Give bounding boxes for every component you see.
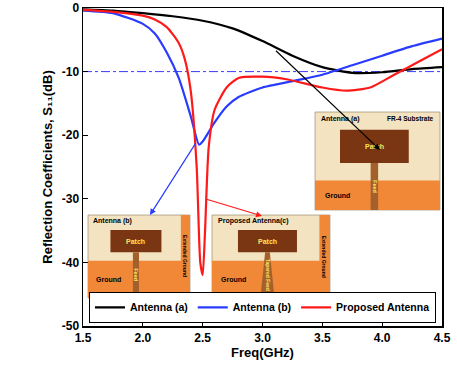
svg-text:Ground: Ground xyxy=(96,276,121,283)
svg-text:Feed: Feed xyxy=(372,180,378,193)
svg-text:Ground: Ground xyxy=(221,276,246,283)
svg-text:Tapered Feed: Tapered Feed xyxy=(265,259,271,291)
svg-text:-40: -40 xyxy=(62,256,80,270)
svg-text:0: 0 xyxy=(72,1,79,15)
svg-text:Antenna (b): Antenna (b) xyxy=(233,301,291,313)
svg-text:Patch: Patch xyxy=(126,238,145,245)
svg-text:Reflection Coefficients, S₁₁(d: Reflection Coefficients, S₁₁(dB) xyxy=(40,70,55,264)
svg-text:Patch: Patch xyxy=(365,143,384,150)
svg-text:Antenna (a): Antenna (a) xyxy=(130,301,188,313)
svg-text:Feed: Feed xyxy=(133,268,139,281)
svg-text:Antenna (b): Antenna (b) xyxy=(93,217,132,225)
svg-text:2.0: 2.0 xyxy=(134,331,151,345)
svg-text:4.5: 4.5 xyxy=(434,331,451,345)
svg-text:Extended Ground: Extended Ground xyxy=(182,235,188,277)
svg-text:-20: -20 xyxy=(62,128,80,142)
svg-text:FR-4 Substrate: FR-4 Substrate xyxy=(387,115,434,122)
svg-text:-10: -10 xyxy=(62,65,80,79)
svg-text:Patch: Patch xyxy=(258,238,277,245)
svg-text:4.0: 4.0 xyxy=(374,331,391,345)
svg-text:Antenna (a): Antenna (a) xyxy=(321,115,360,123)
svg-text:-30: -30 xyxy=(62,192,80,206)
svg-text:2.5: 2.5 xyxy=(194,331,211,345)
svg-text:-50: -50 xyxy=(62,319,80,333)
svg-text:Proposed Antenna(c): Proposed Antenna(c) xyxy=(218,217,289,225)
svg-text:Ground: Ground xyxy=(325,192,350,199)
svg-text:3.5: 3.5 xyxy=(314,331,331,345)
svg-text:1.5: 1.5 xyxy=(75,331,92,345)
svg-text:3.0: 3.0 xyxy=(254,331,271,345)
svg-text:Extended Ground: Extended Ground xyxy=(321,236,327,278)
svg-text:Proposed Antenna: Proposed Antenna xyxy=(336,301,429,313)
svg-text:Freq(GHz): Freq(GHz) xyxy=(231,345,294,360)
